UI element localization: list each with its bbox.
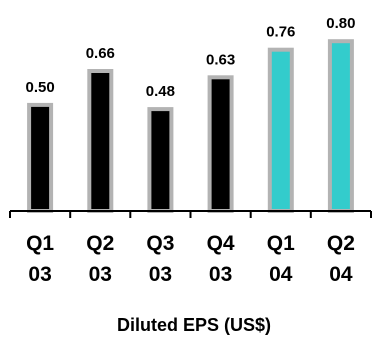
bars-group (27, 39, 354, 214)
data-label: 0.80 (326, 15, 355, 32)
data-label: 0.66 (86, 45, 115, 62)
tick-year: 03 (28, 263, 51, 286)
data-label: 0.48 (146, 83, 175, 100)
tick-quarter: Q2 (327, 232, 355, 255)
data-label: 0.76 (266, 24, 295, 41)
x-tick-label: Q2 03 (86, 232, 114, 286)
bar-q4-03 (207, 75, 234, 213)
value-labels-group: 0.50 0.66 0.48 0.63 0.76 0.80 (25, 15, 355, 100)
tick-quarter: Q2 (86, 232, 114, 255)
bar-q1-03 (27, 102, 54, 213)
bar-q2-03 (87, 69, 114, 213)
x-tick-label: Q1 03 (26, 232, 54, 286)
bar-q1-04 (267, 47, 294, 214)
tick-year: 04 (269, 263, 293, 286)
tick-quarter: Q1 (267, 232, 295, 255)
bar-q3-03 (147, 107, 174, 213)
x-axis-title: Diluted EPS (US$) (117, 315, 271, 335)
x-tick-label: Q4 03 (207, 232, 235, 286)
tick-year: 03 (89, 263, 112, 286)
x-tick-label: Q3 03 (146, 232, 174, 286)
tick-year: 03 (149, 263, 172, 286)
tick-quarter: Q3 (146, 232, 174, 255)
tick-year: 03 (209, 263, 232, 286)
x-axis (9, 210, 372, 218)
tick-quarter: Q4 (207, 232, 235, 255)
x-tick-label: Q2 04 (327, 232, 355, 286)
x-tick-label: Q1 04 (267, 232, 295, 286)
data-label: 0.50 (25, 79, 54, 96)
tick-year: 04 (329, 263, 353, 286)
bar-q2-04 (327, 39, 354, 214)
data-label: 0.63 (206, 51, 235, 68)
tick-quarter: Q1 (26, 232, 54, 255)
